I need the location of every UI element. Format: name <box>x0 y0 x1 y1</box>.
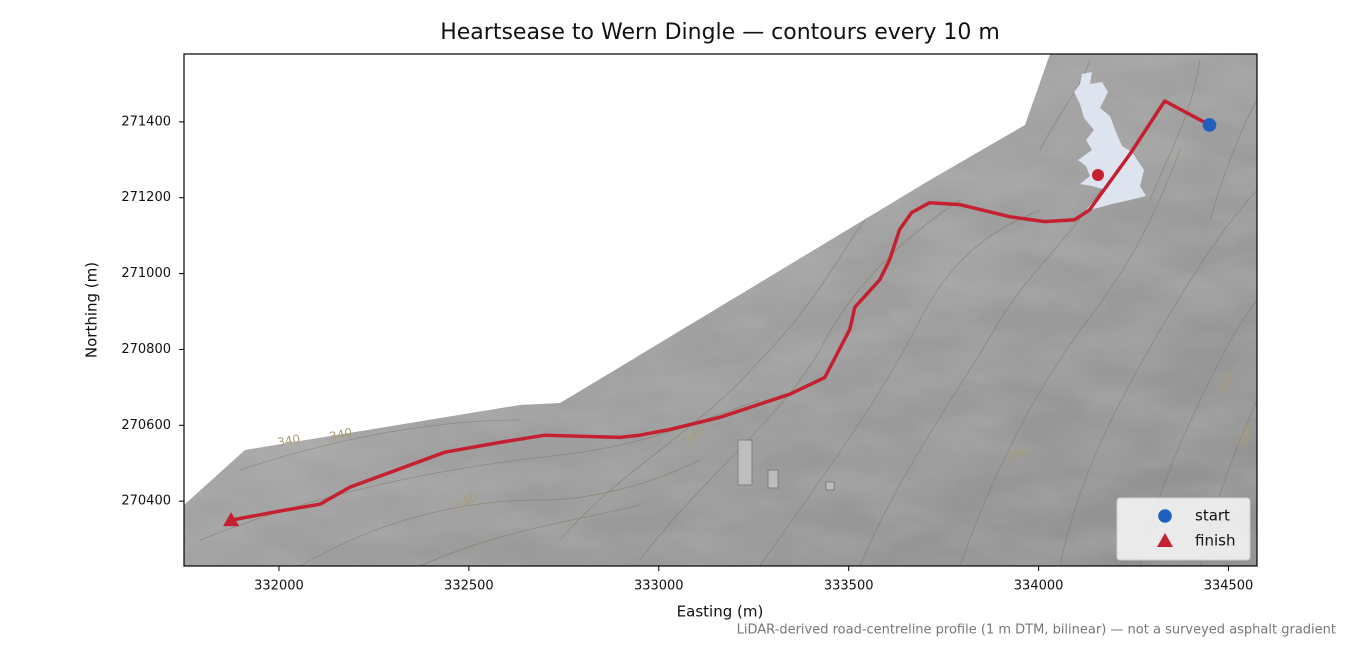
contour-label: 290 <box>1005 446 1030 464</box>
x-axis-label: Easting (m) <box>677 603 764 621</box>
x-tick-label: 333500 <box>824 579 874 594</box>
y-tick-label: 270400 <box>121 494 171 509</box>
contour-label: 340 <box>276 432 301 450</box>
y-tick-label: 271200 <box>121 190 171 205</box>
buildings <box>737 439 835 491</box>
x-tick-label: 334000 <box>1014 579 1064 594</box>
legend-label: start <box>1195 507 1230 525</box>
plot-frame <box>183 53 1258 567</box>
x-tick-label: 334500 <box>1204 579 1254 594</box>
x-tick-label: 333000 <box>634 579 684 594</box>
point-marker <box>1202 118 1217 132</box>
legend-label: finish <box>1195 532 1235 550</box>
point-marker <box>223 512 240 527</box>
y-tick-label: 270600 <box>121 418 171 433</box>
y-tick-label: 270800 <box>121 342 171 357</box>
location-dot <box>1092 169 1104 181</box>
inset-locator <box>1074 72 1146 210</box>
uk-outline <box>1074 72 1146 210</box>
x-tick-label: 332000 <box>254 579 304 594</box>
chart-title: Heartsease to Wern Dingle — contours eve… <box>440 20 1000 45</box>
contour-label: 340 <box>328 425 353 443</box>
legend-marker <box>1157 533 1173 547</box>
x-tick-label: 332500 <box>444 579 494 594</box>
y-tick-label: 271000 <box>121 266 171 281</box>
legend: start finish <box>1116 497 1251 561</box>
legend-box <box>1116 497 1251 561</box>
route-line <box>229 99 1212 522</box>
contours <box>199 59 1257 566</box>
y-tick-label: 271400 <box>121 114 171 129</box>
footnote: LiDAR-derived road-centreline profile (1… <box>737 623 1336 638</box>
legend-marker <box>1158 509 1172 523</box>
y-axis-label: Northing (m) <box>83 262 101 358</box>
